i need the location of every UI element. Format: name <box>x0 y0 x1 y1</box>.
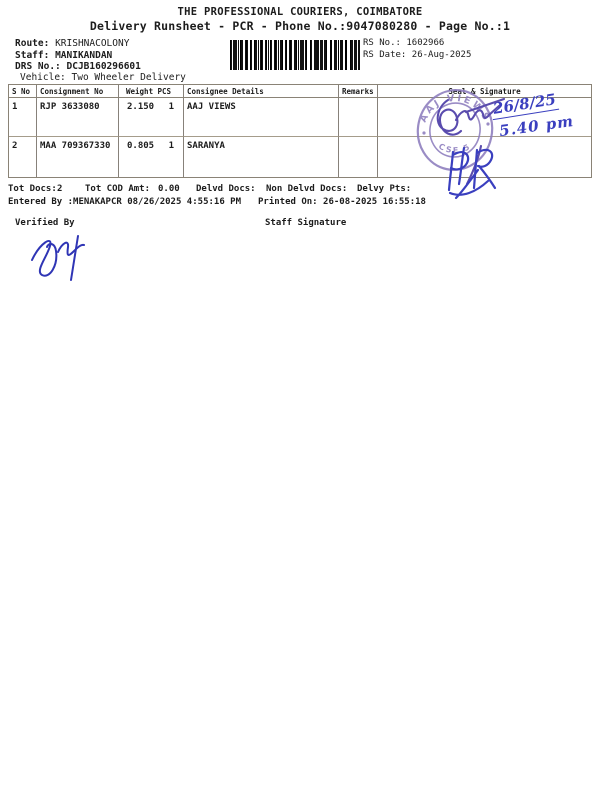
rs-date-label: RS Date: <box>363 50 407 60</box>
barcode-icon <box>230 40 360 70</box>
drs-label: DRS No.: <box>15 61 61 72</box>
delvy-pts-label: Delvy Pts: <box>357 184 412 194</box>
drs-value: DCJB160296601 <box>66 61 141 72</box>
vehicle-label: Vehicle: <box>20 72 66 83</box>
runsheet-subtitle: Delivery Runsheet - PCR - Phone No.:9047… <box>89 19 511 33</box>
route-value: KRISHNACOLONY <box>55 38 130 49</box>
table-row-1-weight: 2.150 <box>127 102 155 112</box>
col-header-consignee: Consignee Details <box>184 85 339 98</box>
vehicle-line: Vehicle: Two Wheeler Delivery <box>20 72 186 83</box>
col-header-remarks: Remarks <box>339 85 378 98</box>
table-row-1-consignment: RJP 3633080 <box>37 98 119 137</box>
staff-signature-label: Staff Signature <box>265 218 347 228</box>
table-row-2-sno: 2 <box>9 137 37 177</box>
verified-by-label: Verified By <box>15 218 75 228</box>
tot-cod-label: Tot COD Amt: <box>85 184 151 194</box>
tot-cod-value: 0.00 <box>158 184 180 194</box>
table-row-2-remarks <box>339 137 378 177</box>
tot-docs-label: Tot Docs: <box>8 184 57 194</box>
table-row-1-pcs: 1 <box>168 102 174 112</box>
company-title: THE PROFESSIONAL COURIERS, COIMBATORE <box>177 6 423 18</box>
table-row-2-weight-pcs: 0.805 1 <box>119 137 184 177</box>
verified-by-signature <box>31 235 85 281</box>
col-header-consignment: Consignment No <box>37 85 119 98</box>
route-label: Route: <box>15 38 50 49</box>
col-header-sno: S No <box>9 85 37 98</box>
table-row-1-remarks <box>339 98 378 137</box>
rs-date-line: RS Date: 26-Aug-2025 <box>363 50 471 60</box>
staff-value: MANIKANDAN <box>55 50 113 61</box>
table-row-2-seal <box>378 137 591 177</box>
entered-by-line: Entered By :MENAKAPCR 08/26/2025 4:55:16… <box>8 197 241 207</box>
col-header-seal: Seal & Signature <box>378 85 591 98</box>
staff-label: Staff: <box>15 50 50 61</box>
table-row-1-consignee: AAJ VIEWS <box>184 98 339 137</box>
rs-no-value: 1602966 <box>406 38 445 48</box>
non-delvd-docs-label: Non Delvd Docs: <box>266 184 348 194</box>
rs-no-label: RS No.: <box>363 38 401 48</box>
tot-docs-value: 2 <box>57 184 63 194</box>
printed-on-line: Printed On: 26-08-2025 16:55:18 <box>258 197 426 207</box>
table-row-2-consignee: SARANYA <box>184 137 339 177</box>
table-row-1-sno: 1 <box>9 98 37 137</box>
col-header-weight: Weight <box>126 87 154 96</box>
staff-line: Staff: MANIKANDAN <box>15 50 112 61</box>
drs-line: DRS No.: DCJB160296601 <box>15 61 141 72</box>
delvd-docs-label: Delvd Docs: <box>196 184 256 194</box>
rs-no-line: RS No.: 1602966 <box>363 38 444 48</box>
vehicle-value: Two Wheeler Delivery <box>71 72 186 83</box>
col-header-weight-pcs: Weight PCS <box>119 85 184 98</box>
table-row-2-consignment: MAA 709367330 <box>37 137 119 177</box>
col-header-pcs: PCS <box>157 87 171 96</box>
table-row-2-weight: 0.805 <box>127 141 155 151</box>
table-row-2-pcs: 1 <box>168 141 174 151</box>
table-row-1-weight-pcs: 2.150 1 <box>119 98 184 137</box>
rs-date-value: 26-Aug-2025 <box>411 50 472 60</box>
route-line: Route: KRISHNACOLONY <box>15 38 129 49</box>
